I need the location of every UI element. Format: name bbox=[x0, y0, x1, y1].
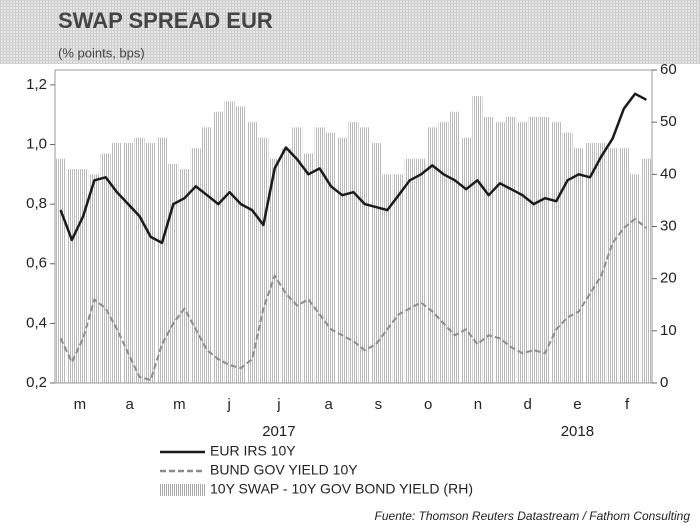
x-tick-label: j bbox=[226, 396, 230, 413]
bar bbox=[506, 116, 517, 383]
chart-title: SWAP SPREAD EUR bbox=[58, 8, 273, 33]
bar bbox=[123, 143, 134, 383]
bar bbox=[145, 143, 156, 383]
bar bbox=[269, 158, 280, 383]
bar bbox=[562, 132, 573, 383]
y2-tick-label: 40 bbox=[660, 165, 677, 182]
legend-swatch bbox=[160, 484, 205, 496]
bar bbox=[247, 122, 258, 384]
bar bbox=[438, 122, 449, 384]
bar bbox=[427, 127, 438, 383]
bar bbox=[382, 174, 393, 383]
bar bbox=[325, 132, 337, 383]
bar bbox=[584, 143, 596, 383]
chart-subtitle: (% points, bps) bbox=[58, 45, 145, 60]
x-tick-label: a bbox=[125, 396, 134, 413]
bar bbox=[370, 143, 382, 383]
bar bbox=[78, 169, 89, 383]
x-year-label: 2017 bbox=[262, 423, 295, 440]
bar bbox=[89, 174, 100, 383]
bar bbox=[359, 127, 370, 383]
bar bbox=[517, 122, 528, 384]
bar bbox=[539, 116, 551, 383]
x-tick-label: a bbox=[324, 396, 333, 413]
bar bbox=[630, 174, 641, 383]
bar bbox=[66, 169, 77, 383]
bar bbox=[596, 143, 607, 383]
series-line bbox=[59, 218, 648, 381]
bar bbox=[224, 101, 235, 384]
x-tick-label: o bbox=[424, 396, 432, 413]
bar bbox=[134, 137, 145, 383]
source: Fuente: Thomson Reuters Datastream / Fat… bbox=[375, 509, 691, 523]
bar bbox=[494, 122, 506, 384]
bar bbox=[551, 122, 562, 384]
bar bbox=[461, 137, 472, 383]
legend-label: 10Y SWAP - 10Y GOV BOND YIELD (RH) bbox=[210, 481, 473, 497]
y2-tick-label: 50 bbox=[660, 113, 677, 130]
y-tick-label: 1,2 bbox=[26, 76, 47, 93]
bar bbox=[55, 158, 66, 383]
bar bbox=[483, 116, 494, 383]
x-tick-label: n bbox=[474, 396, 482, 413]
bar bbox=[111, 143, 123, 383]
bar bbox=[168, 163, 179, 383]
legend-label: EUR IRS 10Y bbox=[210, 443, 296, 459]
header-band bbox=[0, 0, 700, 64]
bar bbox=[258, 137, 269, 383]
bar bbox=[303, 153, 314, 383]
y-tick-label: 1,0 bbox=[26, 135, 47, 152]
y-tick-label: 0,2 bbox=[26, 374, 47, 391]
bar bbox=[179, 169, 190, 383]
y2-tick-label: 20 bbox=[660, 270, 677, 287]
bar bbox=[201, 127, 213, 383]
bar bbox=[618, 148, 629, 383]
bar bbox=[337, 137, 348, 383]
x-tick-label: d bbox=[523, 396, 531, 413]
bar bbox=[472, 96, 483, 383]
bar bbox=[292, 127, 303, 383]
bar bbox=[416, 158, 427, 383]
bar bbox=[404, 158, 415, 383]
x-year-label: 2018 bbox=[561, 423, 594, 440]
bar bbox=[314, 127, 325, 383]
y2-tick-label: 30 bbox=[660, 217, 677, 234]
series-line bbox=[59, 92, 647, 245]
bar bbox=[190, 148, 201, 383]
x-tick-label: s bbox=[375, 396, 383, 413]
bar bbox=[100, 153, 111, 383]
y-tick-label: 0,4 bbox=[26, 314, 47, 331]
bar bbox=[607, 148, 618, 383]
legend-label: BUND GOV YIELD 10Y bbox=[210, 462, 358, 478]
bar bbox=[235, 106, 246, 384]
bar bbox=[213, 111, 224, 383]
bar bbox=[573, 148, 584, 383]
x-tick-label: m bbox=[173, 396, 186, 413]
y2-tick-label: 60 bbox=[660, 61, 677, 78]
x-tick-label: f bbox=[625, 396, 630, 413]
bar bbox=[449, 111, 460, 383]
y-tick-label: 0,8 bbox=[26, 195, 47, 212]
bar bbox=[156, 137, 168, 383]
bar bbox=[641, 158, 652, 383]
x-tick-label: e bbox=[573, 396, 581, 413]
y2-tick-label: 10 bbox=[660, 322, 677, 339]
x-tick-label: m bbox=[74, 396, 87, 413]
bar bbox=[528, 116, 539, 383]
y-tick-label: 0,6 bbox=[26, 255, 47, 272]
bar bbox=[348, 122, 359, 384]
x-tick-label: j bbox=[276, 396, 280, 413]
y2-tick-label: 0 bbox=[660, 374, 668, 391]
bar bbox=[393, 174, 404, 383]
bar bbox=[280, 148, 291, 383]
